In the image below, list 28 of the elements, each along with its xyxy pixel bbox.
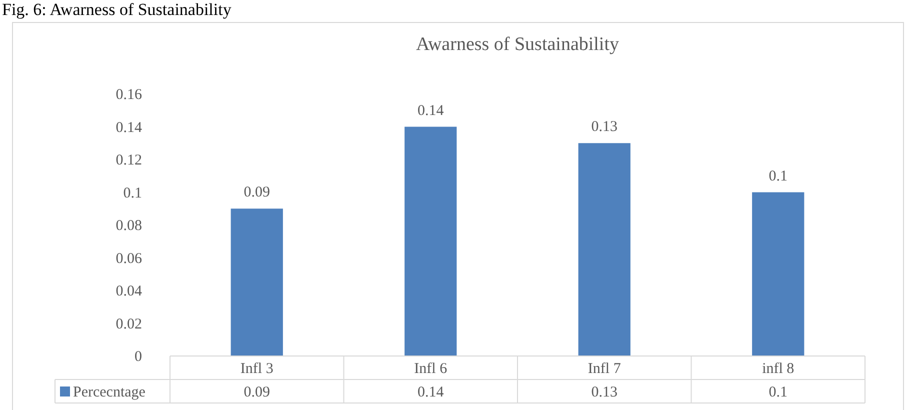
bar [404, 126, 457, 356]
x-tick-label: Infl 3 [240, 361, 274, 377]
caption: Fig. 6: Awarness of Sustainability [2, 0, 232, 19]
annotation: 0.1 [768, 168, 788, 184]
data-label: 0.09 [244, 384, 270, 400]
bar [578, 143, 630, 356]
legend-label: Percecntage [73, 384, 146, 400]
annotation: 0.09 [244, 184, 270, 201]
y-tick-label: 0.14 [116, 120, 142, 136]
annotation: 0.13 [591, 119, 618, 136]
y-tick-label: 0.04 [116, 284, 142, 300]
data-label: 0.14 [418, 384, 444, 400]
x-tick-label: Infl 6 [414, 361, 448, 377]
y-tick-label: 0.1 [123, 185, 142, 202]
y-tick-label: 0 [134, 349, 142, 365]
y-tick-label: 0.08 [116, 218, 142, 234]
chart-title: Awarness of Sustainability [416, 34, 620, 55]
bar [230, 208, 283, 356]
x-tick-label: infl 8 [762, 361, 794, 377]
y-tick-label: 0.12 [116, 152, 142, 168]
data-label: 0.1 [768, 384, 788, 400]
bar [752, 192, 804, 356]
y-tick-label: 0.16 [116, 87, 142, 103]
annotation: 0.14 [418, 102, 444, 119]
y-tick-label: 0.06 [116, 250, 142, 267]
data-label: 0.13 [591, 384, 618, 400]
x-tick-label: Infl 7 [588, 361, 622, 377]
y-tick-label: 0.02 [116, 316, 142, 332]
